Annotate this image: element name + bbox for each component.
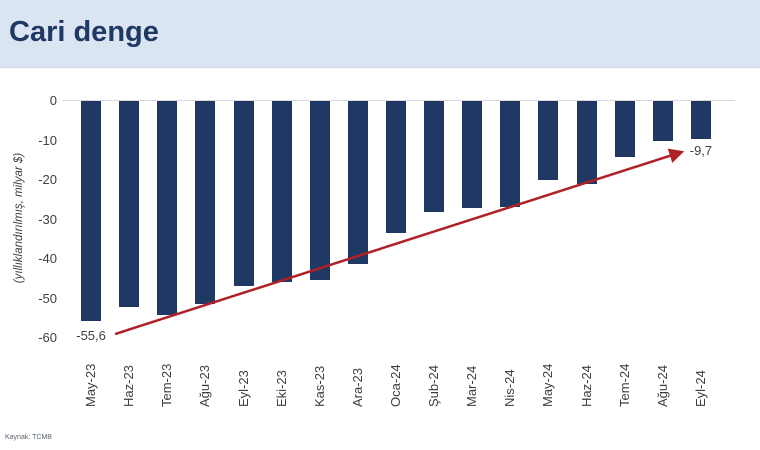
y-tick-label: -60 — [38, 330, 57, 345]
bar — [614, 101, 635, 158]
x-axis-label: Ağu-23 — [197, 365, 213, 407]
plot-area: May-23 Haz-23 Tem-23 Ağu-23 Eyl-23 Eki-23 Kas-… — [72, 101, 720, 407]
y-tick-label: -10 — [38, 132, 57, 148]
bar — [157, 101, 178, 316]
trend-arrow — [114, 148, 685, 336]
x-axis-label: May-24 — [540, 363, 556, 407]
x-axis-label: Ara-23 — [349, 367, 365, 407]
bar — [690, 101, 711, 140]
x-axis-label: Nis-24 — [502, 369, 518, 407]
data-label-last: -9,7 — [689, 143, 713, 159]
x-axis-label: Tem-24 — [616, 363, 632, 407]
bar — [347, 101, 368, 265]
x-axis-label: Mar-24 — [464, 365, 480, 407]
header: Cari denge — [0, 0, 760, 68]
bar — [386, 101, 406, 233]
bar — [500, 101, 521, 207]
bar — [424, 101, 445, 213]
bar — [652, 101, 673, 141]
data-label-first: -55,6 — [76, 327, 106, 343]
x-axis-label: Eyl-24 — [692, 370, 708, 407]
bar — [119, 101, 140, 307]
page-title: Cari denge — [9, 16, 159, 48]
y-tick-label: -30 — [38, 211, 57, 227]
x-axis-label: Haz-23 — [121, 365, 137, 407]
bar — [576, 101, 597, 184]
bar — [271, 101, 292, 282]
y-tick-label: -20 — [38, 172, 57, 187]
zero-gridline — [62, 100, 735, 101]
bar — [81, 101, 102, 321]
bar — [538, 101, 559, 180]
bar — [309, 101, 330, 280]
y-tick-label: 0 — [49, 93, 57, 108]
x-axis-label: May-23 — [83, 363, 99, 407]
bar — [462, 101, 483, 209]
x-axis-label: Ağu-24 — [654, 365, 670, 407]
x-axis-label: Eki-23 — [273, 370, 289, 407]
source-note: Kaynak: TCMB — [5, 434, 52, 441]
x-axis-label: Kas-23 — [311, 365, 327, 407]
y-tick-label: -50 — [38, 290, 57, 306]
x-axis-label: Oca-24 — [388, 364, 403, 407]
x-axis-label: Şub-24 — [426, 365, 442, 407]
x-axis-label: Eyl-23 — [235, 370, 251, 407]
bar — [233, 101, 254, 286]
y-tick-label: -40 — [38, 251, 57, 266]
x-axis-label: Tem-23 — [159, 363, 175, 407]
bar — [195, 101, 216, 304]
x-axis-label: Haz-24 — [578, 365, 594, 407]
